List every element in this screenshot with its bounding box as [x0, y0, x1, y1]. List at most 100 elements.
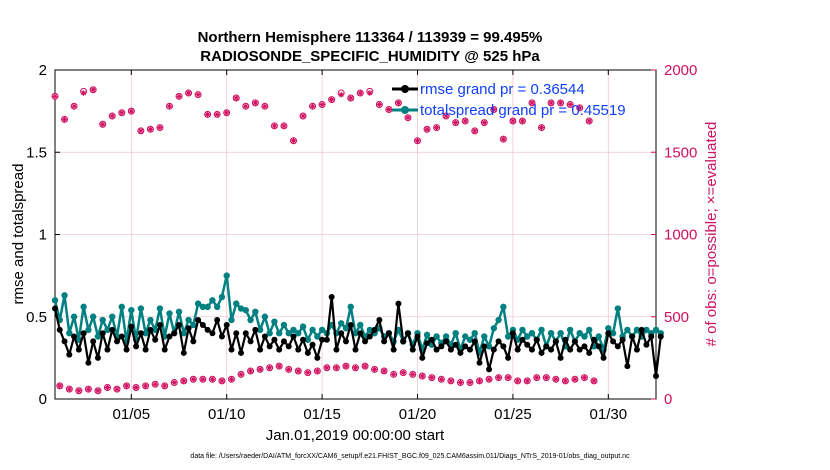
obs-evaluated-point	[90, 86, 96, 93]
x-axis-label: Jan.01,2019 00:00:00 start	[266, 427, 445, 444]
rmse-point	[261, 333, 268, 340]
x-tick-label: 01/30	[590, 406, 628, 423]
obs-evaluated-point	[553, 376, 559, 383]
obs-possible-point	[533, 374, 541, 382]
obs-possible-point	[499, 135, 507, 143]
obs-evaluated-point	[200, 376, 206, 383]
obs-possible-point	[180, 377, 188, 385]
rmse-point	[409, 346, 416, 353]
obs-evaluated-point	[419, 373, 426, 379]
y-right-axis-label: # of obs: o=possible; ×=evaluated	[703, 122, 720, 347]
obs-possible-point	[471, 127, 479, 135]
rmse-point	[610, 338, 617, 345]
rmse-point	[428, 336, 435, 343]
rmse-point	[304, 349, 311, 356]
obs-evaluated-point	[138, 128, 144, 134]
obs-possible-point	[375, 101, 383, 109]
obs-evaluated-point	[76, 387, 82, 394]
obs-possible-point	[347, 94, 355, 102]
obs-evaluated-point	[476, 378, 483, 384]
rmse-point	[633, 346, 640, 353]
totalspread-point	[280, 321, 288, 329]
obs-evaluated-point	[133, 384, 139, 391]
rmse-point	[104, 346, 111, 353]
totalspread-point	[213, 303, 221, 311]
totalspread-point	[156, 305, 164, 312]
obs-possible-point	[404, 114, 412, 122]
rmse-point	[109, 326, 116, 333]
totalspread-point	[94, 333, 102, 340]
obs-possible-point	[585, 117, 593, 125]
rmse-point	[190, 338, 197, 345]
obs-evaluated-point	[123, 383, 130, 389]
totalspread-point	[209, 297, 216, 304]
y-left-axis-label: rmse and totalspread	[10, 164, 27, 305]
y-left-tick-label: 2	[39, 62, 47, 79]
rmse-point	[443, 338, 450, 345]
obs-evaluated-point	[242, 103, 249, 109]
obs-evaluated-point	[514, 378, 521, 384]
obs-possible-point	[504, 374, 512, 382]
obs-possible-point	[175, 92, 183, 100]
obs-possible-point	[251, 99, 259, 107]
obs-evaluated-point	[300, 113, 306, 119]
obs-evaluated-point	[219, 378, 225, 384]
rmse-line	[53, 295, 662, 378]
rmse-point	[75, 346, 82, 353]
obs-possible-point	[461, 117, 469, 125]
totalspread-point	[204, 303, 211, 311]
rmse-point	[314, 354, 321, 361]
rmse-point	[452, 341, 459, 348]
obs-evaluated-point	[104, 384, 111, 391]
rmse-point	[366, 333, 373, 340]
rmse-point	[538, 349, 545, 356]
totalspread-point	[80, 303, 87, 311]
y-left-tick-label: 1	[39, 227, 47, 244]
obs-possible-point	[318, 101, 326, 109]
obs-possible-point	[394, 99, 402, 107]
obs-possible-point	[547, 99, 555, 107]
rmse-point	[495, 338, 502, 345]
totalspread-point	[256, 326, 264, 334]
totalspread-point	[70, 313, 78, 320]
rmse-point	[133, 343, 140, 350]
rmse-point	[90, 338, 97, 345]
obs-evaluated-point	[223, 109, 230, 116]
rmse-point	[61, 338, 68, 345]
obs-evaluated-point	[390, 371, 397, 378]
obs-possible-point	[275, 362, 283, 370]
rmse-point	[648, 333, 655, 340]
obs-evaluated-point	[400, 369, 406, 376]
rmse-point	[562, 336, 569, 343]
obs-possible-point	[552, 375, 560, 383]
obs-evaluated-point	[471, 128, 478, 134]
rmse-point	[400, 338, 407, 345]
rmse-point	[176, 321, 183, 328]
obs-evaluated-point	[185, 90, 192, 96]
totalspread-point	[228, 316, 235, 324]
obs-possible-point	[495, 374, 503, 382]
rmse-point	[300, 336, 307, 343]
x-axis-ticks: 01/05 01/10 01/15 01/20 01/25 01/30	[113, 70, 628, 423]
obs-evaluated-point	[295, 368, 302, 374]
rmse-point	[214, 317, 221, 324]
x-tick-label: 01/20	[399, 406, 437, 423]
obs-possible-point	[237, 370, 245, 378]
obs-evaluated-point	[586, 118, 593, 124]
totalspread-point	[247, 316, 254, 324]
obs-possible-point	[332, 364, 340, 372]
rmse-point	[385, 330, 392, 337]
totalspread-point	[290, 326, 297, 334]
rmse-point	[209, 330, 216, 337]
obs-possible-point	[132, 383, 140, 391]
legend-rmse-label: rmse grand pr = 0.36544	[420, 81, 585, 98]
rmse-point	[266, 343, 273, 350]
rmse-point	[204, 326, 211, 333]
rmse-point	[548, 346, 555, 353]
obs-evaluated-point	[305, 369, 311, 376]
totalspread-point	[643, 326, 650, 334]
rmse-point	[424, 340, 431, 347]
rmse-point	[643, 341, 650, 348]
rmse-point	[557, 354, 564, 361]
obs-possible-point	[566, 101, 574, 109]
